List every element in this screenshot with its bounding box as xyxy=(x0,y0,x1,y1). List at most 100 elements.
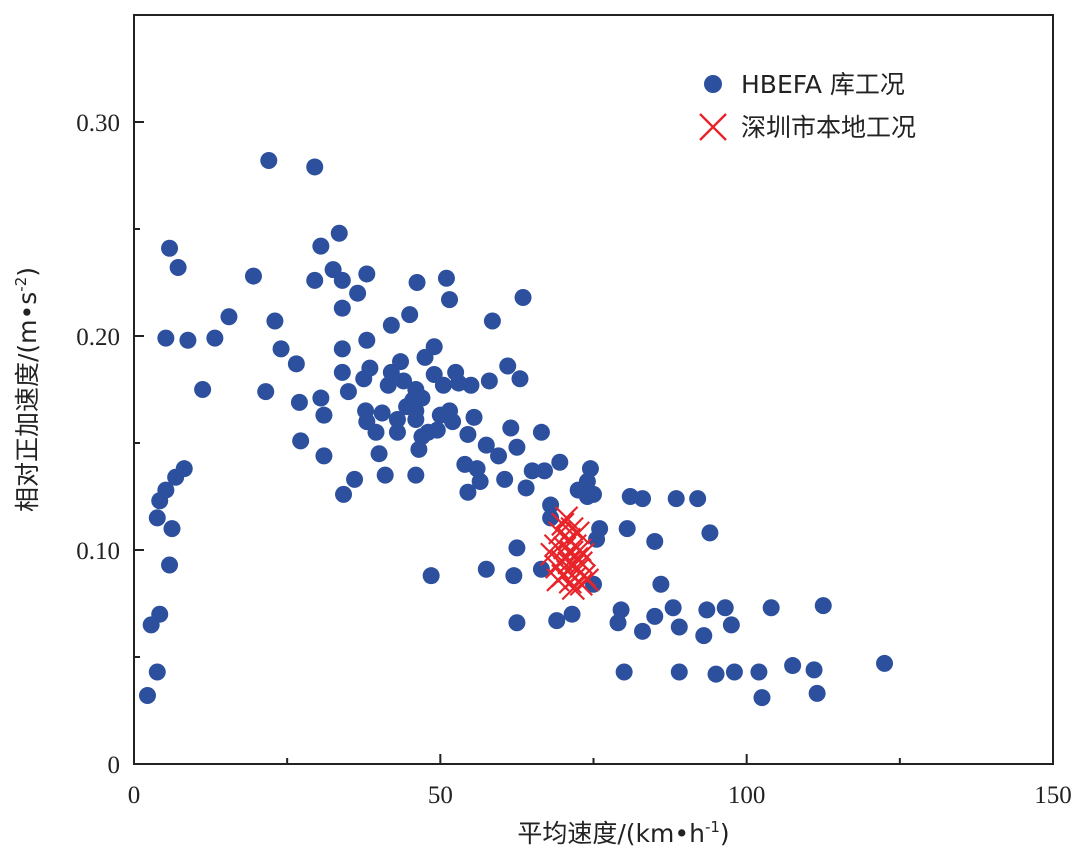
shenzhen-point xyxy=(546,568,570,592)
hbefa-point xyxy=(701,524,719,542)
hbefa-point xyxy=(346,470,364,488)
hbefa-point xyxy=(312,389,330,407)
hbefa-point xyxy=(542,496,560,514)
hbefa-point xyxy=(315,406,333,424)
hbefa-point xyxy=(634,622,652,640)
hbefa-point xyxy=(388,410,406,428)
hbefa-point xyxy=(257,383,275,401)
hbefa-point xyxy=(358,331,376,349)
hbefa-point xyxy=(428,421,446,439)
hbefa-point xyxy=(762,599,780,617)
hbefa-point xyxy=(634,490,652,508)
hbefa-point xyxy=(477,560,495,578)
hbefa-point xyxy=(333,363,351,381)
hbefa-point xyxy=(496,470,514,488)
shenzhen-point xyxy=(571,542,595,567)
shenzhen-point xyxy=(561,576,586,601)
hbefa-point xyxy=(441,291,459,309)
hbefa-point xyxy=(244,267,262,285)
hbefa-point xyxy=(499,357,517,375)
hbefa-point xyxy=(437,269,455,287)
y-axis-label: 相对正加速度/(m•s-2) xyxy=(12,267,42,512)
hbefa-point xyxy=(151,605,169,623)
hbefa-point xyxy=(535,462,553,480)
hbefa-point xyxy=(480,372,498,390)
legend-marker-hbefa xyxy=(704,75,722,93)
hbefa-point xyxy=(471,473,489,491)
hbefa-point xyxy=(422,567,440,585)
hbefa-point xyxy=(753,689,771,707)
hbefa-point xyxy=(194,381,212,398)
hbefa-point xyxy=(220,308,238,326)
hbefa-point xyxy=(306,271,324,289)
hbefa-point xyxy=(163,520,181,538)
hbefa-point xyxy=(646,607,664,625)
hbefa-point xyxy=(312,237,330,255)
y-tick-label: 0 xyxy=(108,752,121,779)
hbefa-point xyxy=(551,453,569,471)
hbefa-point xyxy=(408,274,426,291)
hbefa-point xyxy=(370,445,388,463)
hbefa-point xyxy=(716,599,734,617)
hbefa-point xyxy=(508,614,526,632)
hbefa-point xyxy=(169,259,187,277)
x-tick-label: 0 xyxy=(128,782,141,809)
legend-label-shenzhen: 深圳市本地工况 xyxy=(741,113,916,142)
x-tick-label: 100 xyxy=(728,782,766,809)
hbefa-point xyxy=(523,462,541,480)
hbefa-point xyxy=(689,490,707,508)
hbefa-point xyxy=(664,599,682,617)
hbefa-point xyxy=(667,490,685,508)
hbefa-point xyxy=(413,389,431,407)
hbefa-point xyxy=(266,312,284,330)
hbefa-point xyxy=(585,485,602,503)
hbefa-point xyxy=(615,663,633,681)
hbefa-point xyxy=(287,355,305,373)
hbefa-point xyxy=(505,567,523,585)
hbefa-point xyxy=(578,473,596,491)
hbefa-point xyxy=(508,539,526,557)
hbefa-point xyxy=(646,532,664,550)
hbefa-point xyxy=(707,665,725,683)
hbefa-point xyxy=(157,329,175,347)
hbefa-point xyxy=(148,663,166,681)
hbefa-point xyxy=(444,413,462,431)
axes: 0 50 100 150 0 0.10 0.20 0.30 xyxy=(76,14,1072,809)
hbefa-point xyxy=(612,601,630,619)
hbefa-point xyxy=(401,306,419,324)
hbefa-point xyxy=(315,447,333,465)
shenzhen-point xyxy=(575,568,600,592)
hbefa-point xyxy=(339,383,357,401)
hbefa-point xyxy=(292,432,310,450)
hbefa-point xyxy=(465,408,483,426)
x-tick-label: 50 xyxy=(428,782,453,809)
hbefa-point xyxy=(335,485,353,503)
hbefa-point xyxy=(206,329,224,347)
hbefa-point xyxy=(382,316,400,334)
hbefa-point xyxy=(358,265,376,283)
hbefa-point xyxy=(392,353,410,371)
hbefa-point xyxy=(179,331,197,349)
hbefa-point xyxy=(514,288,532,306)
hbefa-point xyxy=(410,440,428,458)
hbefa-point xyxy=(490,447,508,465)
hbefa-point xyxy=(407,410,425,428)
x-tick-label: 150 xyxy=(1034,782,1072,809)
hbefa-point xyxy=(808,684,826,702)
hbefa-point xyxy=(591,520,609,538)
hbefa-point xyxy=(407,466,425,484)
hbefa-point xyxy=(468,460,486,478)
hbefa-point xyxy=(532,423,550,441)
hbefa-point xyxy=(876,654,894,672)
hbefa-point xyxy=(260,152,278,170)
hbefa-point xyxy=(373,404,391,422)
hbefa-point xyxy=(333,271,351,289)
hbefa-point xyxy=(290,393,308,411)
hbefa-point xyxy=(609,614,627,632)
hbefa-point xyxy=(330,224,348,242)
hbefa-point xyxy=(698,601,716,619)
hbefa-point xyxy=(434,376,452,394)
hbefa-point xyxy=(670,663,688,681)
